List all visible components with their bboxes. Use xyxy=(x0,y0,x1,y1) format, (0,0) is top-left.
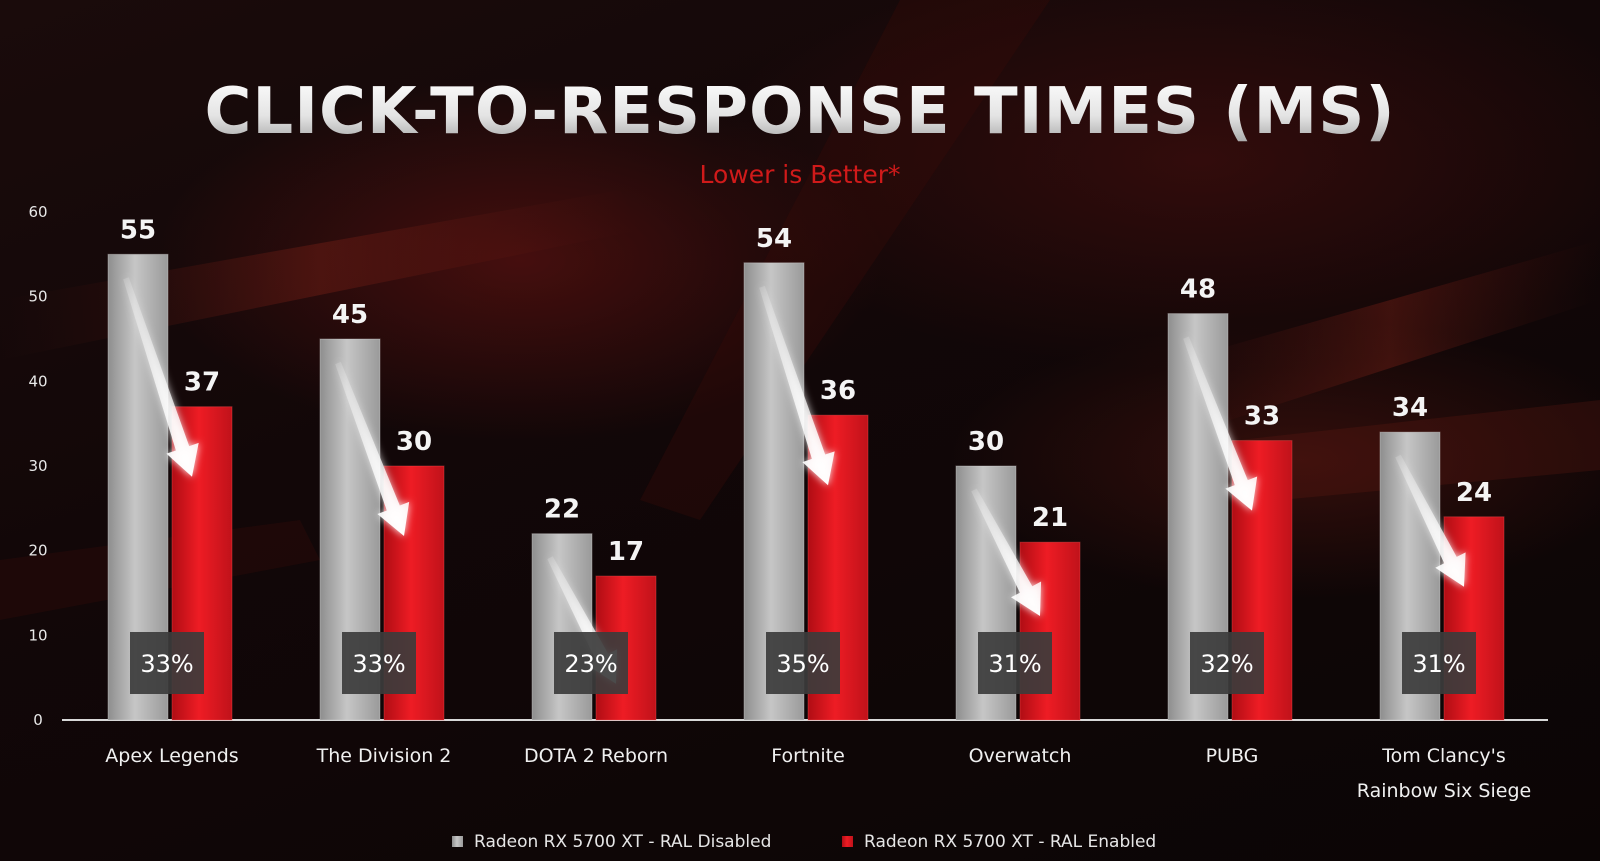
value-label-ral-enabled: 37 xyxy=(184,368,220,398)
reduction-badge xyxy=(978,632,1052,694)
bars-group: 55 37 33% 45 30 33% 22 17 23% 54 36 35% 30 21 31% 48 33 3… xyxy=(107,215,1505,721)
legend-label: Radeon RX 5700 XT - RAL Disabled xyxy=(474,832,771,852)
value-label-ral-disabled: 48 xyxy=(1180,275,1216,305)
category-label: PUBG xyxy=(1206,745,1259,767)
legend-swatch xyxy=(842,836,853,847)
y-axis: 0 10 20 30 40 50 60 xyxy=(28,203,47,729)
value-label-ral-disabled: 30 xyxy=(968,427,1004,457)
y-tick-label: 50 xyxy=(28,288,47,306)
value-label-ral-disabled: 45 xyxy=(332,300,368,330)
legend-swatch xyxy=(452,836,463,847)
reduction-percent-label: 35% xyxy=(776,650,829,678)
reduction-percent-label: 31% xyxy=(988,650,1041,678)
y-tick-label: 60 xyxy=(28,203,47,221)
value-label-ral-disabled: 22 xyxy=(544,495,580,525)
category-label: The Division 2 xyxy=(316,745,452,767)
category-label: DOTA 2 Reborn xyxy=(524,745,668,767)
reduction-arrow xyxy=(1395,454,1466,587)
value-label-ral-enabled: 33 xyxy=(1244,402,1280,432)
y-tick-label: 10 xyxy=(28,626,47,644)
reduction-badge xyxy=(1402,632,1476,694)
value-label-ral-enabled: 21 xyxy=(1032,503,1068,533)
chart-subtitle: Lower is Better* xyxy=(699,160,900,189)
reduction-percent-label: 33% xyxy=(140,650,193,678)
reduction-badge xyxy=(1190,632,1264,694)
value-label-ral-disabled: 55 xyxy=(120,215,156,245)
value-label-ral-enabled: 36 xyxy=(820,376,856,406)
category-labels: Apex Legends The Division 2 DOTA 2 Reborn F… xyxy=(105,745,1531,802)
category-label: Overwatch xyxy=(969,745,1072,767)
y-tick-label: 0 xyxy=(33,711,43,729)
reduction-badge xyxy=(342,632,416,694)
value-label-ral-disabled: 54 xyxy=(756,224,792,254)
reduction-arrow xyxy=(971,488,1042,616)
reduction-arrow xyxy=(335,361,410,536)
reduction-percent-label: 33% xyxy=(352,650,405,678)
y-tick-label: 30 xyxy=(28,457,47,475)
reduction-arrow xyxy=(759,285,835,486)
value-label-ral-enabled: 17 xyxy=(608,537,644,567)
category-label: Apex Legends xyxy=(105,745,238,767)
y-tick-label: 20 xyxy=(28,542,47,560)
legend: Radeon RX 5700 XT - RAL Disabled Radeon R… xyxy=(452,832,1156,852)
value-label-ral-disabled: 34 xyxy=(1392,393,1428,423)
value-label-ral-enabled: 30 xyxy=(396,427,432,457)
reduction-percent-label: 23% xyxy=(564,650,617,678)
y-tick-label: 40 xyxy=(28,372,47,390)
legend-label: Radeon RX 5700 XT - RAL Enabled xyxy=(864,832,1156,852)
reduction-arrow xyxy=(1183,336,1258,511)
reduction-badge xyxy=(130,632,204,694)
value-label-ral-enabled: 24 xyxy=(1456,478,1492,508)
reduction-badge xyxy=(766,632,840,694)
category-label: Fortnite xyxy=(771,745,845,767)
category-label: Tom Clancy's xyxy=(1381,745,1506,767)
category-label: Rainbow Six Siege xyxy=(1357,780,1531,802)
reduction-percent-label: 32% xyxy=(1200,650,1253,678)
chart-title: CLICK-TO-RESPONSE TIMES (MS) xyxy=(204,75,1395,149)
reduction-percent-label: 31% xyxy=(1412,650,1465,678)
reduction-badge xyxy=(554,632,628,694)
reduction-arrow xyxy=(123,277,199,477)
